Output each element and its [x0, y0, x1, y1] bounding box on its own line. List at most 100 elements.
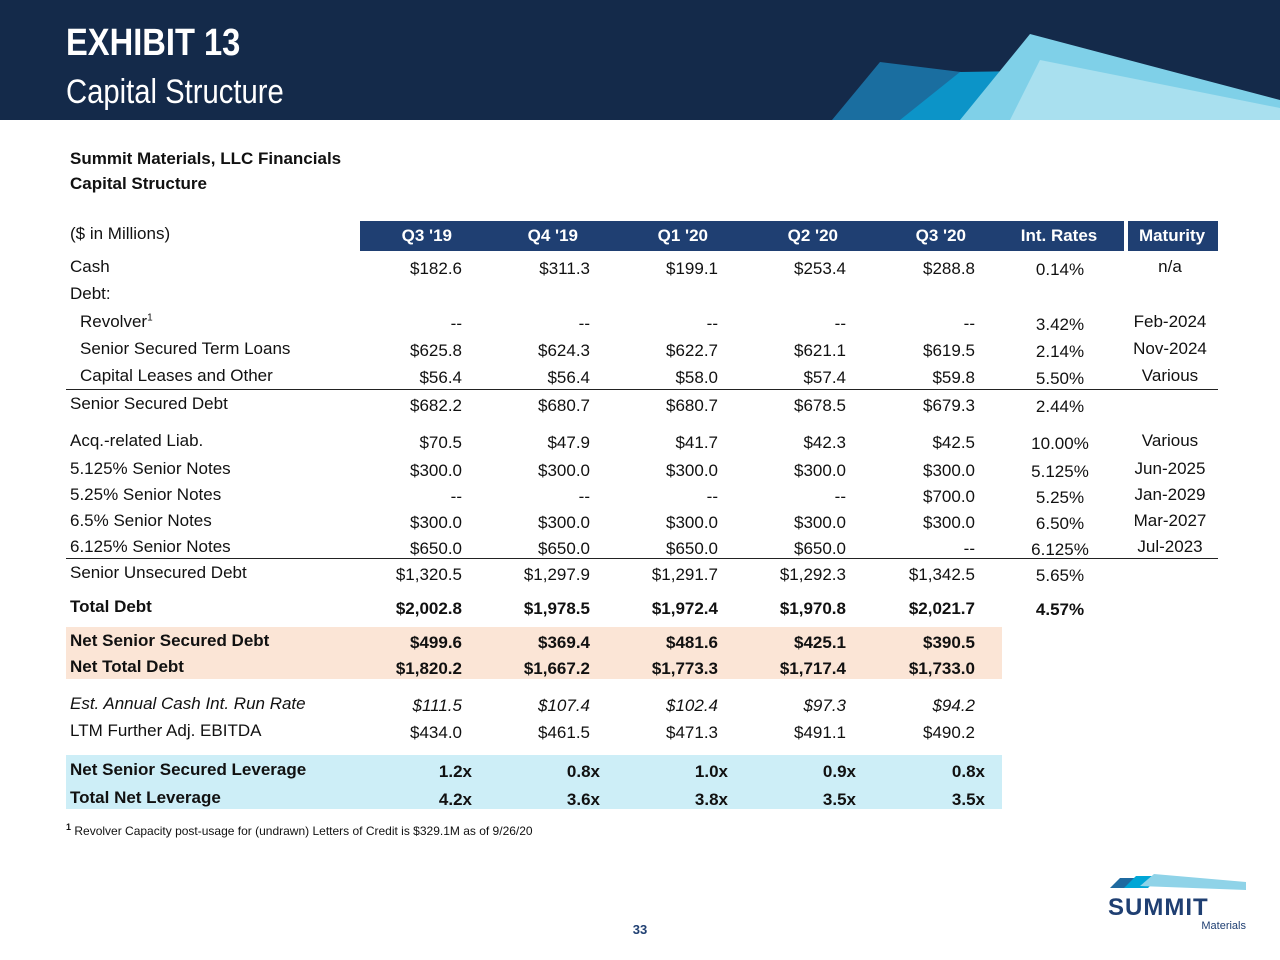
table-cell: $300.0: [666, 461, 718, 480]
table-cell: $390.5: [923, 633, 975, 652]
table-cell: $59.8: [932, 368, 975, 387]
row-label: Cash: [70, 257, 110, 276]
table-row: Net Senior Secured Leverage 1.2x 0.8x 1.0x 0…: [0, 758, 1280, 784]
maturity-cell: Various: [1141, 366, 1199, 385]
table-cell: --: [963, 539, 975, 558]
table-cell: 0.9x: [822, 762, 856, 781]
table-cell: $1,820.2: [395, 659, 462, 678]
table-header-bar: [360, 221, 1124, 251]
table-row: Senior Unsecured Debt $1,320.5 $1,297.9 $1,…: [0, 561, 1280, 587]
maturity-cell: n/a: [1158, 257, 1182, 276]
row-label: Net Senior Secured Leverage: [70, 760, 307, 779]
footnote: 1 Revolver Capacity post-usage for (undr…: [66, 822, 533, 838]
table-cell: $425.1: [794, 633, 846, 652]
maturity-cell: Jan-2029: [1134, 485, 1206, 504]
table-cell: $679.3: [923, 396, 975, 415]
maturity-cell: Jun-2025: [1134, 459, 1206, 478]
table-cell: $300.0: [538, 513, 590, 532]
footnote-ref: 1: [147, 312, 153, 324]
interest-rate-cell: 5.65%: [1035, 566, 1085, 585]
table-cell: $300.0: [923, 513, 975, 532]
table-row: Debt:: [0, 282, 1280, 308]
table-cell: $1,320.5: [395, 565, 462, 584]
table-cell: $1,342.5: [908, 565, 975, 584]
table-cell: $2,002.8: [395, 599, 462, 618]
row-label: Senior Unsecured Debt: [70, 563, 247, 582]
table-cell: $700.0: [923, 487, 975, 506]
table-cell: $1,667.2: [523, 659, 590, 678]
section-title: Capital Structure: [70, 174, 207, 193]
table-cell: $680.7: [538, 396, 590, 415]
interest-rate-cell: 6.50%: [1035, 514, 1085, 533]
table-cell: $97.3: [803, 696, 846, 715]
logo-subtitle: Materials: [1201, 920, 1246, 932]
table-cell: --: [834, 314, 846, 333]
row-label: 5.125% Senior Notes: [70, 459, 231, 478]
column-header-q3-19: Q3 '19: [401, 226, 452, 245]
table-row: 5.125% Senior Notes $300.0 $300.0 $300.0 $30…: [0, 457, 1280, 483]
table-row: 6.5% Senior Notes $300.0 $300.0 $300.0 $300.…: [0, 509, 1280, 535]
table-cell: $1,733.0: [908, 659, 975, 678]
table-cell: $94.2: [932, 696, 975, 715]
company-title: Summit Materials, LLC Financials: [70, 149, 342, 168]
interest-rate-cell: 3.42%: [1035, 315, 1085, 334]
table-cell: --: [706, 314, 718, 333]
table-cell: $434.0: [410, 723, 462, 742]
table-cell: $41.7: [675, 433, 718, 452]
table-cell: 3.6x: [566, 790, 600, 809]
table-cell: $56.4: [419, 368, 462, 387]
table-cell: $42.3: [803, 433, 846, 452]
banner-swoosh-graphic: [832, 34, 1280, 120]
divider-line: [66, 389, 1218, 390]
table-cell: $288.8: [923, 259, 975, 278]
table-cell: $650.0: [666, 539, 718, 558]
table-cell: $471.3: [666, 723, 718, 742]
interest-rate-cell: 10.00%: [1031, 434, 1089, 453]
table-cell: $650.0: [794, 539, 846, 558]
table-cell: $300.0: [410, 513, 462, 532]
table-cell: 1.2x: [438, 762, 472, 781]
table-cell: 1.0x: [694, 762, 728, 781]
table-cell: --: [578, 314, 590, 333]
row-label: 6.125% Senior Notes: [70, 537, 231, 556]
table-cell: $682.2: [410, 396, 462, 415]
table-cell: $619.5: [923, 341, 975, 360]
interest-rate-cell: 0.14%: [1035, 260, 1085, 279]
table-cell: $2,021.7: [908, 599, 975, 618]
interest-rate-cell: 4.57%: [1035, 600, 1085, 619]
table-cell: 0.8x: [566, 762, 600, 781]
table-cell: 0.8x: [951, 762, 985, 781]
interest-rate-cell: 6.125%: [1031, 540, 1089, 559]
column-header-q1-20: Q1 '20: [657, 226, 708, 245]
table-cell: $622.7: [666, 341, 718, 360]
table-row: Net Total Debt $1,820.2 $1,667.2 $1,773.3 $1…: [0, 655, 1280, 681]
maturity-cell: Jul-2023: [1137, 537, 1203, 556]
table-cell: $300.0: [923, 461, 975, 480]
maturity-header-bar: [1128, 221, 1218, 251]
table-cell: 3.5x: [951, 790, 985, 809]
title-banner: EXHIBIT 13 Capital Structure: [0, 0, 1280, 120]
row-label: 5.25% Senior Notes: [70, 485, 222, 504]
table-row: Net Senior Secured Debt $499.6 $369.4 $481.…: [0, 629, 1280, 655]
page-number: 33: [632, 922, 648, 937]
table-cell: $300.0: [794, 513, 846, 532]
row-label: Net Total Debt: [70, 657, 184, 676]
table-row: Revolver1 -- -- -- -- -- 3.42% Feb-2024: [0, 310, 1280, 336]
table-cell: 3.8x: [694, 790, 728, 809]
table-cell: $58.0: [675, 368, 718, 387]
table-cell: $300.0: [538, 461, 590, 480]
table-cell: $461.5: [538, 723, 590, 742]
table-cell: --: [834, 487, 846, 506]
table-cell: $300.0: [410, 461, 462, 480]
table-cell: --: [578, 487, 590, 506]
table-cell: $1,972.4: [651, 599, 718, 618]
table-row: Senior Secured Term Loans $625.8 $624.3 $62…: [0, 337, 1280, 363]
divider-line: [66, 558, 1218, 559]
table-row: Total Debt $2,002.8 $1,978.5 $1,972.4 $1,970…: [0, 595, 1280, 621]
footnote-text: Revolver Capacity post-usage for (undraw…: [74, 824, 533, 838]
table-cell: $369.4: [538, 633, 590, 652]
table-cell: $57.4: [803, 368, 846, 387]
table-cell: $621.1: [794, 341, 846, 360]
table-row: Total Net Leverage 4.2x 3.6x 3.8x 3.5x 3.5x: [0, 786, 1280, 812]
interest-rate-cell: 5.125%: [1031, 462, 1089, 481]
